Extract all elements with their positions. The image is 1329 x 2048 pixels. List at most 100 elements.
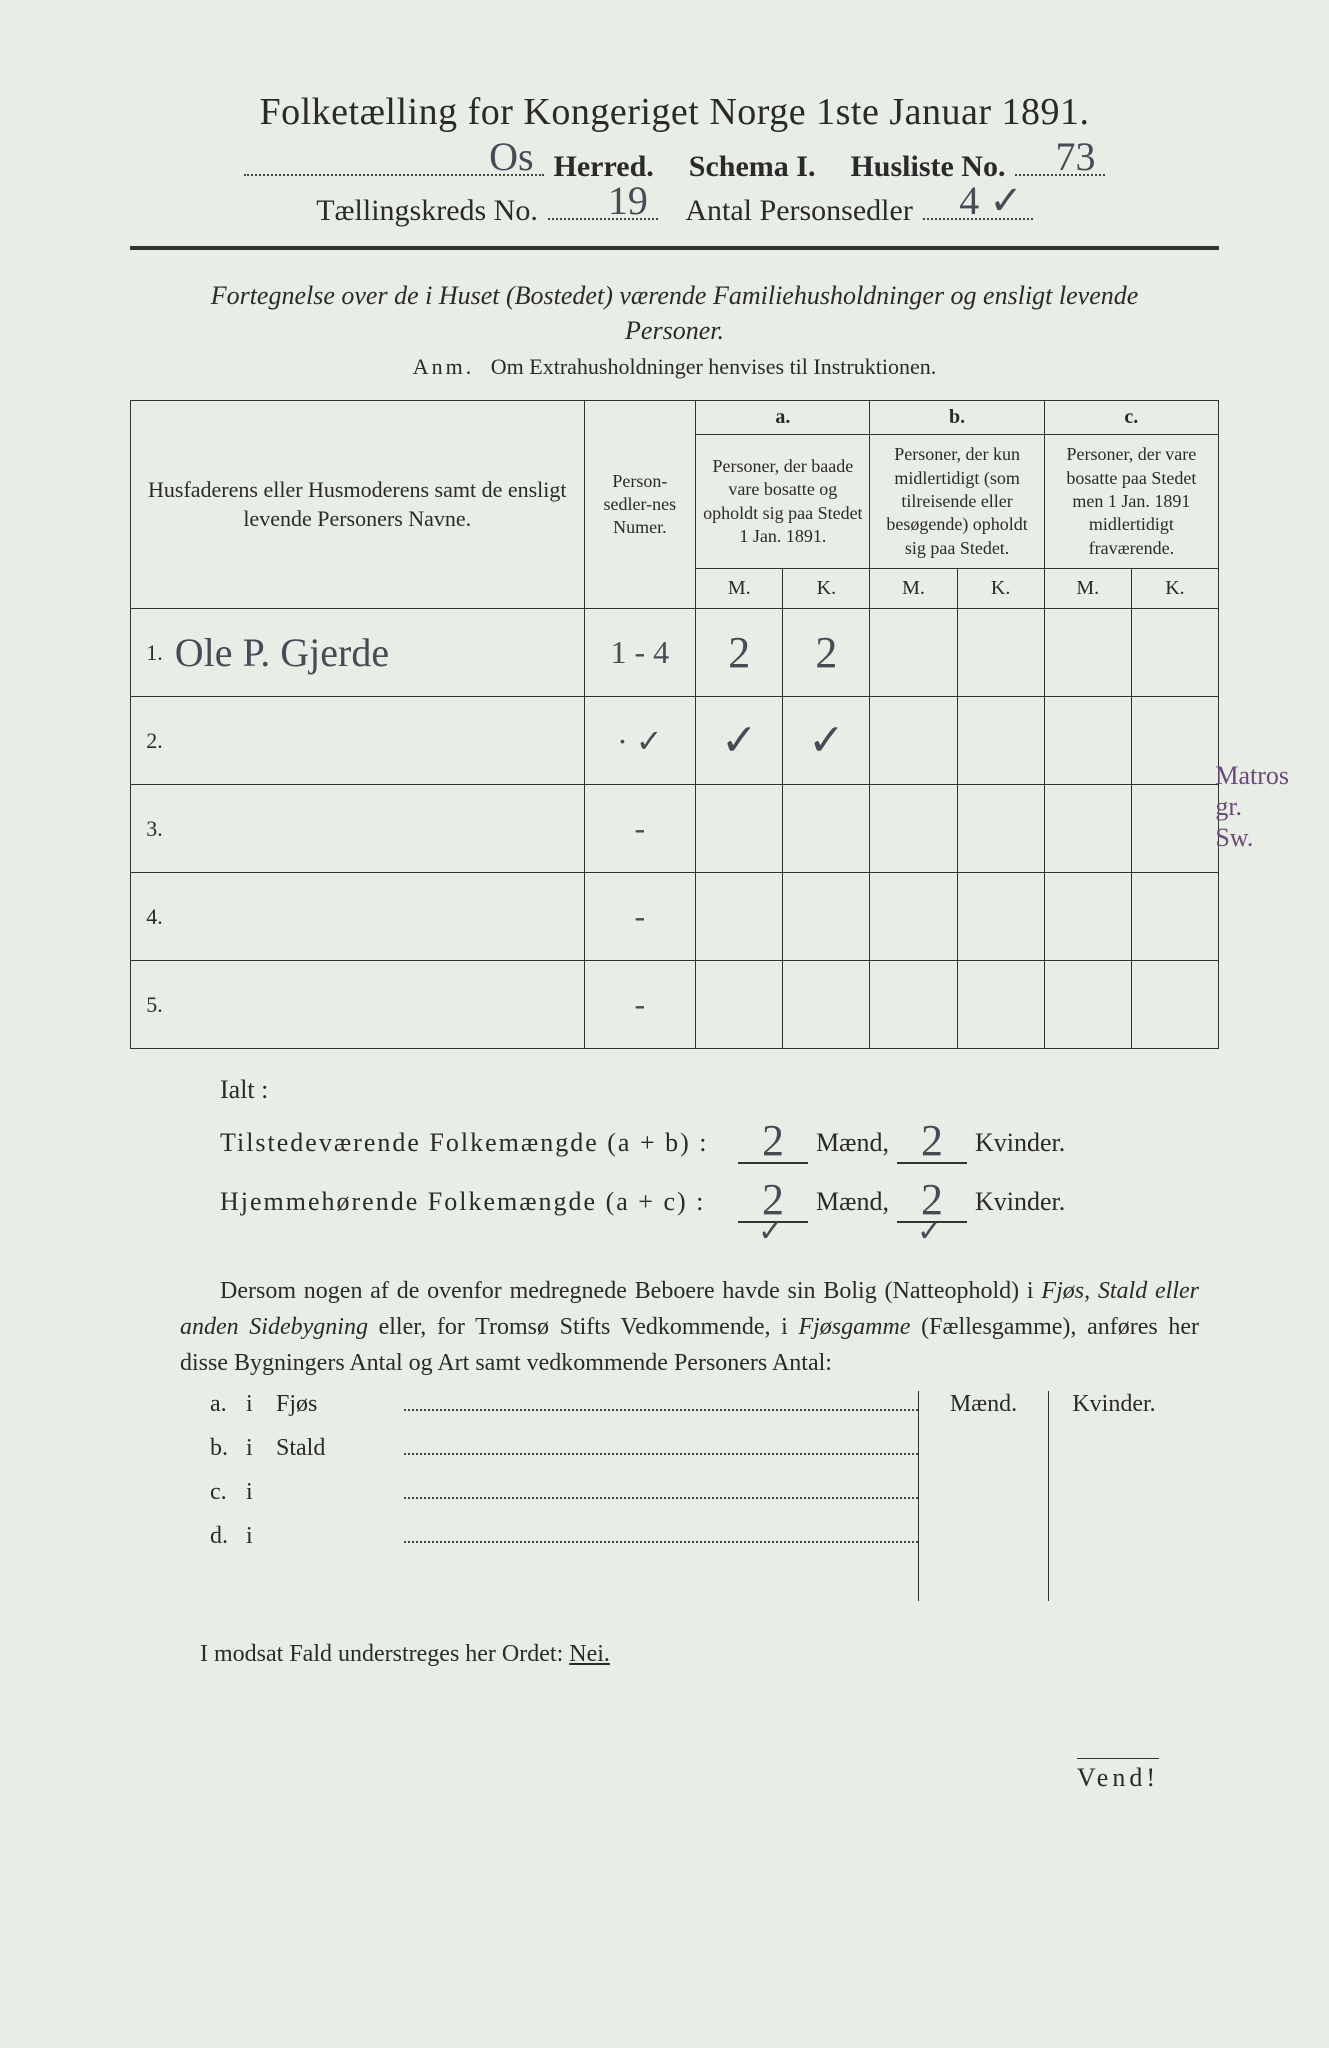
building-row: c.i — [210, 1479, 918, 1523]
row-b-k — [957, 873, 1044, 961]
table-row: 3.- — [131, 785, 1219, 873]
tick-m: ✓ — [758, 1214, 783, 1249]
divider-rule — [130, 246, 1219, 250]
col-a-m: M. — [696, 569, 783, 609]
row-c-k — [1131, 873, 1218, 961]
table-row: 1.Ole P. Gjerde1 - 422 — [131, 609, 1219, 697]
paragraph-dersom: Dersom nogen af de ovenfor medregnede Be… — [180, 1273, 1199, 1381]
anm-line: Anm. Om Extrahusholdninger henvises til … — [130, 354, 1219, 380]
kreds-value: 19 — [608, 177, 648, 224]
row-letter: c. — [210, 1479, 246, 1506]
row-a-k: ✓ — [783, 697, 870, 785]
building-row: a.iFjøs — [210, 1391, 918, 1435]
table-row: 4. - — [131, 873, 1219, 961]
row-i: i — [246, 1435, 276, 1462]
row-dots — [404, 1393, 918, 1411]
col-header-name: Husfaderens eller Husmoderens samt de en… — [131, 401, 585, 609]
margin-note: Matrosgr.Sw. — [1215, 760, 1289, 854]
row-a-k — [783, 961, 870, 1049]
row-c-k — [1131, 961, 1218, 1049]
row-i: i — [246, 1391, 276, 1418]
row-c-k — [1131, 785, 1218, 873]
row-a-m — [696, 961, 783, 1049]
census-form-page: Folketælling for Kongeriget Norge 1ste J… — [0, 0, 1329, 2048]
husliste-value: 73 — [1055, 133, 1095, 180]
row-letter: d. — [210, 1523, 246, 1550]
antal-value: 4 ✓ — [959, 177, 1023, 224]
row-name — [171, 697, 584, 785]
totals-ac-m-slot: 2 ✓ — [738, 1170, 808, 1223]
row-name — [171, 873, 584, 961]
building-row: b.iStald — [210, 1435, 918, 1479]
col-header-a-top: a. — [696, 401, 870, 435]
kvinder-label-2: Kvinder. — [975, 1187, 1065, 1217]
maend-label: Mænd, — [816, 1128, 889, 1158]
sub-col-kvinder: Kvinder. — [1049, 1391, 1179, 1601]
kreds-label: Tællingskreds No. — [316, 194, 538, 228]
totals-ac-k-slot: 2 ✓ — [897, 1170, 967, 1223]
row-name — [171, 961, 584, 1049]
col-header-b: Personer, der kun midlertidigt (som tilr… — [870, 435, 1044, 569]
row-num: 5. — [131, 961, 171, 1049]
row-a-m: 2 — [696, 609, 783, 697]
row-c-m — [1044, 697, 1131, 785]
row-i: i — [246, 1523, 276, 1550]
row-b-m — [870, 609, 957, 697]
row-a-k: 2 — [783, 609, 870, 697]
row-ps: - — [584, 961, 696, 1049]
table-row: 2.· ✓✓✓ — [131, 697, 1219, 785]
row-num: 2. — [131, 697, 171, 785]
row-letter: a. — [210, 1391, 246, 1418]
col-header-a: Personer, der baade vare bosatte og opho… — [696, 435, 870, 569]
col-header-c: Personer, der vare bosatte paa Stedet me… — [1044, 435, 1218, 569]
row-num: 3. — [131, 785, 171, 873]
row-i: i — [246, 1479, 276, 1506]
row-b-m — [870, 873, 957, 961]
maend-label-2: Mænd, — [816, 1187, 889, 1217]
col-header-c-top: c. — [1044, 401, 1218, 435]
row-dots — [404, 1437, 918, 1455]
header-line-3: Tællingskreds No. 19 Antal Personsedler … — [130, 192, 1219, 228]
building-counts: Mænd. Kvinder. — [918, 1391, 1179, 1601]
row-c-m — [1044, 785, 1131, 873]
totals-label-ac: Hjemmehørende Folkemængde (a + c) : — [220, 1187, 730, 1217]
main-title: Folketælling for Kongeriget Norge 1ste J… — [130, 90, 1219, 134]
building-subtable: a.iFjøsb.iStaldc.id.i Mænd. Kvinder. — [210, 1391, 1179, 1601]
row-c-k — [1131, 697, 1218, 785]
tick-k: ✓ — [917, 1214, 942, 1249]
row-letter: b. — [210, 1435, 246, 1462]
nei-line: I modsat Fald understreges her Ordet: Ne… — [200, 1641, 1219, 1668]
building-list: a.iFjøsb.iStaldc.id.i — [210, 1391, 918, 1567]
totals-block: Ialt : Tilstedeværende Folkemængde (a + … — [220, 1075, 1219, 1223]
col-header-ps: Person-sedler-nes Numer. — [584, 401, 696, 609]
row-a-m: ✓ — [696, 697, 783, 785]
col-b-m: M. — [870, 569, 957, 609]
row-name — [171, 785, 584, 873]
row-c-k — [1131, 609, 1218, 697]
kreds-field: 19 — [548, 192, 658, 220]
table-row: 5. - — [131, 961, 1219, 1049]
row-num: 4. — [131, 873, 171, 961]
anm-label: Anm. — [413, 354, 475, 379]
schema-label: Schema I. — [689, 150, 816, 184]
husliste-field: 73 — [1015, 148, 1105, 176]
herred-value: Os — [489, 133, 533, 180]
row-b-k — [957, 785, 1044, 873]
col-c-k: K. — [1131, 569, 1218, 609]
row-c-m — [1044, 873, 1131, 961]
totals-ab-k-slot: 2 — [897, 1111, 967, 1164]
household-table: Husfaderens eller Husmoderens samt de en… — [130, 400, 1219, 1049]
row-ps: 1 - 4 — [584, 609, 696, 697]
totals-row-ab: Tilstedeværende Folkemængde (a + b) : 2 … — [220, 1111, 1219, 1164]
row-name: Ole P. Gjerde — [171, 609, 584, 697]
vend-label: Vend! — [1077, 1758, 1159, 1793]
kvinder-label: Kvinder. — [975, 1128, 1065, 1158]
totals-ab-m-slot: 2 — [738, 1111, 808, 1164]
col-b-k: K. — [957, 569, 1044, 609]
row-dots — [404, 1525, 918, 1543]
row-a-m — [696, 785, 783, 873]
row-a-m — [696, 873, 783, 961]
row-ps: - — [584, 873, 696, 961]
col-c-m: M. — [1044, 569, 1131, 609]
row-b-k — [957, 961, 1044, 1049]
